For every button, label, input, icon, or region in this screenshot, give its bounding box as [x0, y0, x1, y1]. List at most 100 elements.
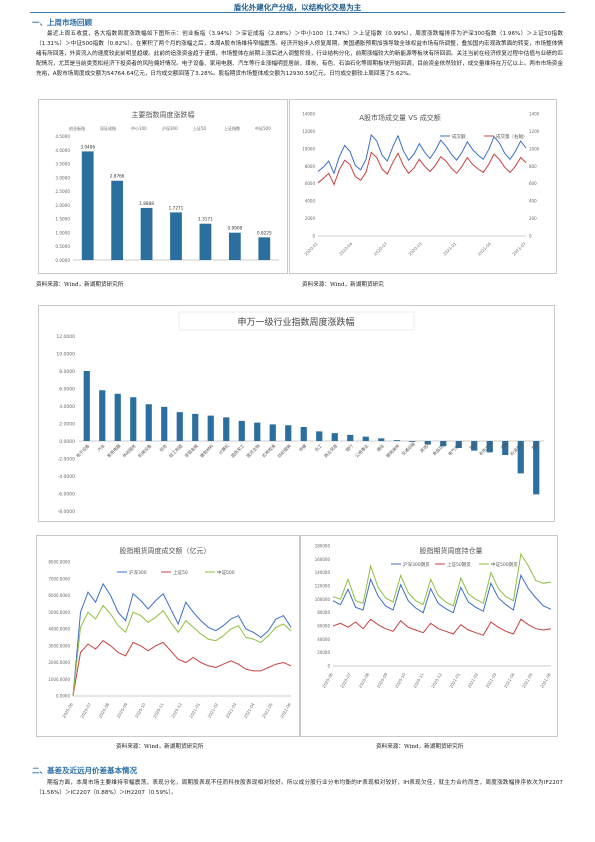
svg2-xtick: 2020-01 — [303, 241, 319, 257]
chart3-category-label: 公用事业 — [353, 442, 370, 459]
chart1-title: 主要指数周度涨跌幅 — [132, 110, 195, 119]
chart3-category-label: 传媒 — [297, 442, 308, 453]
chart3-ytick: -8.0000 — [58, 509, 76, 515]
svg5-legend-item: 沪深300期货 — [403, 561, 430, 568]
svg4-legend-item: 沪深300 — [129, 569, 147, 576]
chart3-bar — [393, 440, 400, 441]
svg2-legend-item: 成交量（右轴） — [496, 133, 528, 140]
svg2-ytick-right: 1200 — [529, 129, 540, 134]
chart1-ytick: 1.0000 — [55, 230, 70, 235]
chart1-legend-item: 沪深300 — [162, 125, 178, 131]
chart5-source: 资料来源：Wind，新湖期货研究所 — [376, 744, 464, 750]
chart3-bar — [145, 404, 152, 441]
chart3-bar — [269, 424, 276, 441]
chart1-ytick: 0.0000 — [55, 258, 70, 263]
chart3-category-label: 银行 — [344, 442, 355, 453]
svg2-xtick: 2020-10 — [407, 241, 423, 257]
svg5-xtick: 2021-02 — [467, 672, 480, 689]
chart3-ytick: -4.0000 — [58, 474, 76, 480]
chart4-svg: 股指期货周度成交额（亿元） 沪深300 上证50 中证500 8000.0000 7000… — [48, 546, 292, 719]
svg5-series-line — [332, 618, 552, 636]
svg2-ytick-right: 0 — [529, 234, 532, 239]
chart3-title: 申万一级行业指数周度涨跌幅 — [237, 316, 354, 328]
chart3-bar — [440, 441, 447, 447]
svg5-ytick: 0 — [327, 664, 330, 669]
svg5-xtick: 2020-10 — [394, 672, 407, 689]
chart3-category-label: 采掘 — [499, 440, 510, 451]
svg4-xtick: 2021-01 — [188, 702, 201, 719]
chart1-ytick: 1.5000 — [55, 217, 70, 222]
chart1-ytick: 4.0000 — [55, 148, 70, 153]
chart3-category-label: 农林牧渔 — [260, 442, 277, 459]
svg5-xtick: 2021-03 — [485, 672, 498, 689]
chart3-category-label: 建筑材料 — [198, 442, 215, 459]
chart3-bar — [347, 434, 354, 441]
svg4-xtick: 2021-02 — [207, 702, 220, 719]
svg2-ytick: 8000 — [305, 164, 316, 169]
chart1-ytick: 3.5000 — [55, 162, 70, 167]
chart1-legend-item: 中证500 — [255, 125, 271, 131]
chart3-category-label: 休闲服务 — [121, 442, 138, 459]
chart3-bar — [114, 393, 121, 441]
svg5-xtick: 2020-12 — [430, 672, 443, 689]
svg2-ytick-right: 1000 — [529, 146, 540, 151]
svg5-xtick: 2021-06 — [539, 672, 552, 689]
svg2-ytick: 4000 — [305, 199, 316, 204]
svg2-legend-item: 成交额 — [452, 133, 466, 140]
chart3-bar — [533, 441, 540, 495]
svg2-xtick: 2021-07 — [511, 241, 527, 257]
svg5-ytick: 160000 — [315, 557, 331, 562]
chart1-ytick: 2.5000 — [55, 189, 70, 194]
svg5-ytick: 180000 — [315, 544, 331, 549]
svg4-xtick: 2020-06 — [61, 702, 74, 719]
chart3-svg: 申万一级行业指数周度涨跌幅 12.0000 10.0000 8.0000 6.0000 4… — [56, 311, 544, 515]
chart3-bar — [238, 420, 245, 441]
chart3-category-label: 轻工制造 — [167, 442, 184, 459]
svg2-ytick: 12000 — [302, 129, 315, 134]
svg5-ytick: 140000 — [315, 570, 331, 575]
svg5-legend-item: 上证50期货 — [447, 561, 471, 568]
chart1-ytick: 4.5000 — [55, 134, 70, 139]
svg4-ytick: 0.0000 — [56, 694, 70, 699]
chart1-value-label: 0.8225 — [257, 230, 272, 235]
chart1-bar — [170, 212, 182, 260]
chart3-category-label: 机械设备 — [136, 442, 153, 459]
chart-sw-industry-change: 申万一级行业指数周度涨跌幅 12.0000 10.0000 8.0000 6.0000 4… — [38, 305, 555, 522]
chart1-ytick: 3.0000 — [55, 175, 70, 180]
chart1-legend-item: 上证指数 — [224, 125, 240, 131]
chart3-bar — [471, 441, 478, 451]
chart3-category-label: 家用电器 — [105, 442, 122, 459]
chart1-value-label: 1.3171 — [198, 217, 213, 222]
chart3-bar — [316, 431, 323, 441]
svg2-ytick: 2000 — [305, 216, 316, 221]
svg2-xtick: 2020-07 — [373, 241, 389, 257]
chart1-bar — [111, 180, 124, 260]
chart3-bar — [300, 427, 307, 441]
chart3-category-label: 化工 — [313, 442, 324, 453]
chart1-value-label: 0.9908 — [228, 226, 243, 231]
chart3-bar — [99, 390, 106, 441]
svg5-ytick: 120000 — [315, 584, 331, 589]
svg4-xtick: 2020-12 — [170, 702, 183, 719]
chart3-category-label: 煤炭 — [530, 440, 541, 451]
svg4-title: 股指期货周度成交额（亿元） — [120, 546, 211, 555]
chart1-value-label: 2.8766 — [110, 174, 125, 179]
chart3-category-label: 国防军工 — [229, 442, 246, 459]
chart3-ytick: 0.0000 — [59, 439, 75, 445]
svg4-legend-item: 中证500 — [217, 569, 235, 576]
chart3-title-box — [178, 311, 415, 331]
svg4-xtick: 2021-06 — [279, 702, 292, 719]
svg2-series-line — [317, 151, 527, 186]
chart3-ytick: 10.0000 — [56, 352, 75, 358]
svg5-xtick: 2020-07 — [339, 672, 352, 689]
chart-futures-turnover: 股指期货周度成交额（亿元） 沪深300 上证50 中证500 8000.0000 7000… — [36, 535, 300, 737]
svg2-ytick-right: 600 — [529, 181, 537, 186]
section-heading-basis: 二、基差及近远月价差基本情况 — [32, 766, 137, 775]
svg5-xtick: 2020-06 — [321, 672, 334, 689]
page-header-title: 盾化外建化产分级，以结构化交易为主 — [233, 3, 362, 12]
chart3-ytick: -2.0000 — [58, 457, 76, 463]
svg4-xtick: 2021-03 — [225, 702, 238, 719]
chart1-bar — [228, 232, 241, 260]
svg2-title: A股市场成交量 VS 成交额 — [359, 113, 440, 122]
